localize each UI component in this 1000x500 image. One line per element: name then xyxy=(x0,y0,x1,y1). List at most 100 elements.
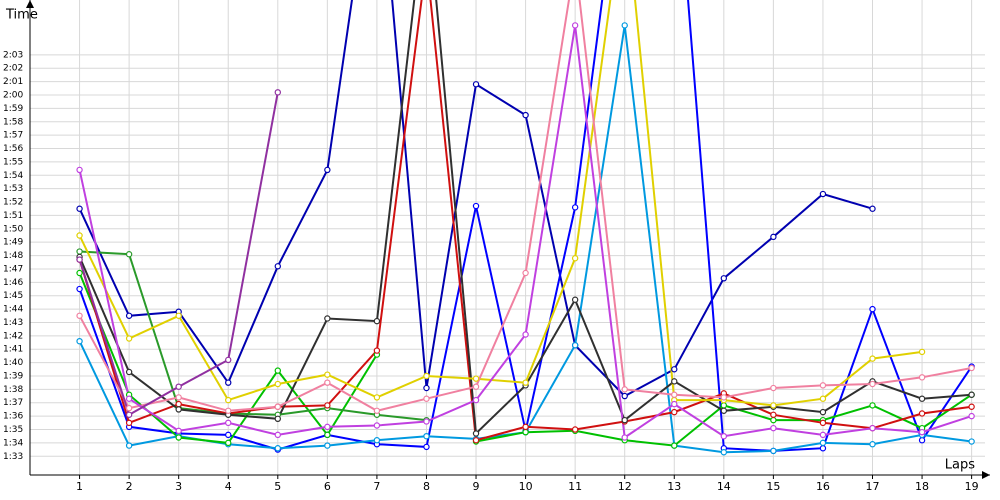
x-tick-label: 11 xyxy=(568,480,582,493)
lap-point xyxy=(522,269,529,277)
lap-point xyxy=(720,449,728,456)
lap-point xyxy=(571,296,579,303)
lap-point xyxy=(423,418,430,425)
lap-point xyxy=(621,392,628,400)
lap-point xyxy=(571,204,579,211)
x-axis-label: Laps xyxy=(945,458,975,473)
lap-point xyxy=(770,447,777,455)
lap-point xyxy=(869,380,876,388)
lap-point xyxy=(423,432,430,440)
y-tick-label: 1:34 xyxy=(3,438,23,448)
y-tick-label: 1:53 xyxy=(3,184,23,194)
lap-point xyxy=(819,419,827,427)
lap-point xyxy=(671,378,678,385)
lap-point xyxy=(819,190,827,198)
lap-point xyxy=(770,402,777,409)
lap-point xyxy=(571,426,579,433)
lap-point xyxy=(720,275,728,282)
lap-point xyxy=(125,419,133,427)
lap-point xyxy=(125,404,133,412)
x-tick-label: 9 xyxy=(473,480,480,493)
y-tick-label: 1:42 xyxy=(3,331,23,341)
lap-point xyxy=(918,410,926,417)
x-tick-label: 7 xyxy=(373,480,380,493)
lap-point xyxy=(621,416,628,424)
lap-point xyxy=(472,437,480,444)
y-tick-label: 1:59 xyxy=(3,104,23,114)
lap-point xyxy=(324,166,331,174)
y-tick-label: 1:39 xyxy=(3,371,23,381)
lap-point xyxy=(720,394,728,401)
lap-point xyxy=(770,416,777,424)
lap-point xyxy=(671,408,678,416)
lap-point xyxy=(472,396,480,404)
lap-point xyxy=(671,400,678,408)
lap-point xyxy=(423,372,430,380)
lap-point xyxy=(819,395,827,402)
x-tick-label: 4 xyxy=(225,480,232,493)
lap-point xyxy=(869,205,876,212)
lap-point xyxy=(819,445,827,452)
y-tick-label: 1:55 xyxy=(3,157,23,167)
lap-point xyxy=(274,445,281,452)
lap-point xyxy=(76,337,83,345)
y-tick-label: 1:36 xyxy=(3,412,23,422)
lap-point xyxy=(869,441,876,448)
lap-point xyxy=(175,427,182,435)
lap-point xyxy=(621,386,628,393)
lap-point xyxy=(671,366,678,373)
y-tick-label: 1:49 xyxy=(3,238,23,248)
lap-point xyxy=(373,407,381,414)
x-tick-label: 18 xyxy=(915,480,929,493)
lap-point xyxy=(472,375,480,382)
lap-point xyxy=(472,202,480,210)
lap-point xyxy=(175,383,182,390)
y-tick-label: 1:41 xyxy=(3,345,23,355)
lap-point xyxy=(175,312,182,319)
lap-point xyxy=(968,438,975,445)
lap-point xyxy=(671,442,678,449)
lap-point xyxy=(819,439,827,447)
lap-point xyxy=(76,248,83,255)
lap-point xyxy=(869,424,876,432)
lap-point xyxy=(770,411,777,418)
y-tick-label: 1:47 xyxy=(3,264,23,274)
x-tick-label: 14 xyxy=(717,480,731,493)
lap-point xyxy=(522,111,529,119)
lap-point xyxy=(720,402,728,409)
lap-point xyxy=(522,379,529,386)
lap-point xyxy=(324,371,331,378)
lap-point xyxy=(770,384,777,392)
lap-point xyxy=(175,434,182,441)
y-tick-label: 1:50 xyxy=(3,224,23,234)
lap-point xyxy=(76,232,83,239)
x-tick-label: 6 xyxy=(324,480,331,493)
lap-point xyxy=(423,395,430,402)
lap-point xyxy=(175,406,182,413)
y-tick-label: 1:57 xyxy=(3,131,23,141)
lap-point xyxy=(225,419,232,427)
lap-point xyxy=(274,431,281,439)
lap-point xyxy=(76,269,83,277)
lap-point xyxy=(274,403,281,410)
lap-point xyxy=(373,437,381,444)
lap-point xyxy=(472,430,480,437)
lap-point xyxy=(324,431,331,439)
lap-point xyxy=(918,437,926,444)
y-tick-label: 1:33 xyxy=(3,452,23,462)
lap-point xyxy=(274,263,281,270)
lap-point xyxy=(571,22,579,29)
lap-point xyxy=(225,439,232,447)
lap-point xyxy=(225,407,232,414)
x-tick-label: 17 xyxy=(866,480,880,493)
lap-point xyxy=(76,166,83,174)
lap-point xyxy=(373,422,381,429)
lap-point xyxy=(671,391,678,398)
lap-point xyxy=(175,400,182,408)
x-tick-label: 2 xyxy=(126,480,133,493)
lap-point xyxy=(918,395,926,402)
lap-line xyxy=(79,250,427,422)
lap-point xyxy=(324,379,331,386)
lap-point xyxy=(175,394,182,401)
